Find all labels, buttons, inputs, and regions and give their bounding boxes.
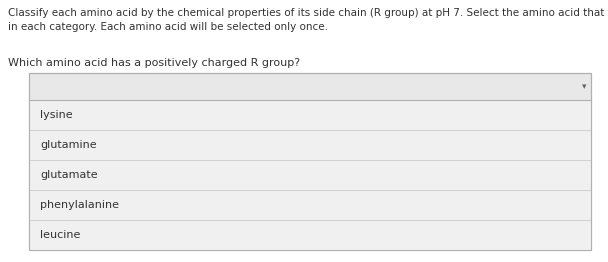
Text: ▾: ▾ (582, 82, 586, 91)
Text: lysine: lysine (40, 110, 73, 120)
Text: Which amino acid has a positively charged R group?: Which amino acid has a positively charge… (8, 58, 300, 68)
Text: leucine: leucine (40, 230, 80, 240)
Bar (29, 73, 591, 250)
Bar (29, 100, 591, 130)
Bar (29, 160, 591, 190)
Text: glutamate: glutamate (40, 170, 98, 180)
Bar (29, 130, 591, 160)
Text: Classify each amino acid by the chemical properties of its side chain (R group) : Classify each amino acid by the chemical… (8, 8, 608, 32)
Text: phenylalanine: phenylalanine (40, 200, 119, 210)
Text: glutamine: glutamine (40, 140, 97, 150)
Bar (29, 73, 591, 250)
Bar (29, 220, 591, 250)
Bar (29, 190, 591, 220)
